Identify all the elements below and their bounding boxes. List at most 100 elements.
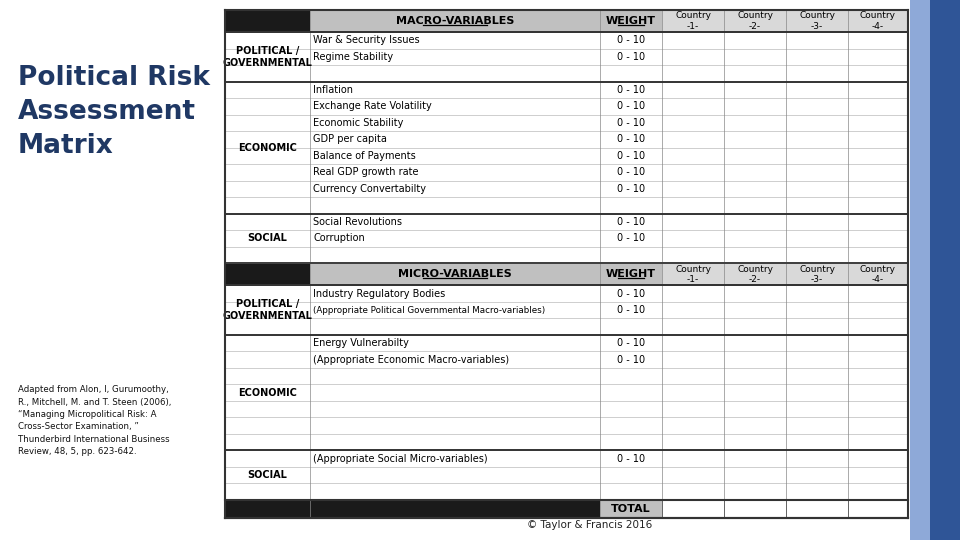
Text: Economic Stability: Economic Stability [313, 118, 403, 128]
Text: Country
-4-: Country -4- [860, 11, 896, 31]
Text: Balance of Payments: Balance of Payments [313, 151, 416, 161]
Text: (Appropriate Social Micro-variables): (Appropriate Social Micro-variables) [313, 454, 488, 464]
Bar [225, 467, 908, 483]
Bar [225, 302, 908, 318]
Text: Country
-1-: Country -1- [675, 11, 711, 31]
Text: 0 - 10: 0 - 10 [617, 52, 645, 62]
Text: TOTAL: TOTAL [612, 504, 651, 514]
Bar [225, 401, 908, 417]
Bar [225, 164, 908, 181]
Text: Country
-1-: Country -1- [675, 265, 711, 284]
Bar [225, 264, 310, 285]
Text: WEIGHT: WEIGHT [606, 269, 656, 279]
Bar [225, 384, 908, 401]
Bar [600, 264, 662, 285]
Text: 0 - 10: 0 - 10 [617, 217, 645, 227]
Text: MICRO-VARIABLES: MICRO-VARIABLES [398, 269, 512, 279]
Bar [724, 264, 786, 285]
Text: 0 - 10: 0 - 10 [617, 305, 645, 315]
Text: 0 - 10: 0 - 10 [617, 102, 645, 111]
Text: 0 - 10: 0 - 10 [617, 151, 645, 161]
Bar [225, 147, 908, 164]
Bar [225, 10, 310, 32]
Text: Political Risk
Assessment
Matrix: Political Risk Assessment Matrix [18, 65, 210, 159]
Text: 0 - 10: 0 - 10 [617, 355, 645, 365]
Text: Social Revolutions: Social Revolutions [313, 217, 402, 227]
Text: 0 - 10: 0 - 10 [617, 167, 645, 178]
Bar [310, 264, 600, 285]
Bar [848, 10, 908, 32]
Text: 0 - 10: 0 - 10 [617, 454, 645, 464]
Bar [225, 483, 908, 500]
Text: MACRO-VARIABLES: MACRO-VARIABLES [396, 16, 515, 26]
Bar [225, 500, 908, 518]
Bar [724, 10, 786, 32]
Bar [225, 197, 908, 214]
Text: Country
-3-: Country -3- [799, 11, 835, 31]
Text: Regime Stability: Regime Stability [313, 52, 394, 62]
Text: 0 - 10: 0 - 10 [617, 85, 645, 95]
Text: SOCIAL: SOCIAL [248, 233, 287, 244]
Text: Country
-4-: Country -4- [860, 265, 896, 284]
Text: Corruption: Corruption [313, 233, 365, 244]
Text: WEIGHT: WEIGHT [606, 16, 656, 26]
Text: 0 - 10: 0 - 10 [617, 233, 645, 244]
Bar [225, 417, 908, 434]
Text: Adapted from Alon, I, Gurumoothy,
R., Mitchell, M. and T. Steen (2006),
“Managin: Adapted from Alon, I, Gurumoothy, R., Mi… [18, 385, 172, 456]
Text: Industry Regulatory Bodies: Industry Regulatory Bodies [313, 288, 445, 299]
Text: 0 - 10: 0 - 10 [617, 118, 645, 128]
Bar [910, 0, 930, 540]
Bar [310, 10, 600, 32]
Bar [225, 335, 908, 352]
Bar [225, 49, 908, 65]
Bar [225, 131, 908, 147]
Bar [786, 264, 848, 285]
Text: © Taylor & Francis 2016: © Taylor & Francis 2016 [527, 520, 653, 530]
Bar [225, 82, 908, 98]
Bar [225, 352, 908, 368]
Bar [662, 501, 724, 517]
Text: Country
-3-: Country -3- [799, 265, 835, 284]
Text: 0 - 10: 0 - 10 [617, 35, 645, 45]
Bar [849, 501, 907, 517]
Bar [225, 32, 908, 49]
Bar [725, 501, 785, 517]
Text: Country
-2-: Country -2- [737, 265, 773, 284]
Text: Currency Convertabilty: Currency Convertabilty [313, 184, 426, 194]
Bar [225, 98, 908, 114]
Bar [225, 214, 908, 230]
Text: POLITICAL /
GOVERNMENTAL: POLITICAL / GOVERNMENTAL [223, 299, 312, 321]
Bar [662, 10, 724, 32]
Bar [600, 500, 662, 518]
Text: (Appropriate Economic Macro-variables): (Appropriate Economic Macro-variables) [313, 355, 509, 365]
Text: 0 - 10: 0 - 10 [617, 288, 645, 299]
Text: 0 - 10: 0 - 10 [617, 134, 645, 144]
Bar [930, 0, 960, 540]
Text: Country
-2-: Country -2- [737, 11, 773, 31]
Text: 0 - 10: 0 - 10 [617, 338, 645, 348]
Bar [225, 114, 908, 131]
Text: 0 - 10: 0 - 10 [617, 184, 645, 194]
Bar [662, 264, 724, 285]
Text: ECONOMIC: ECONOMIC [238, 143, 297, 153]
Text: Exchange Rate Volatility: Exchange Rate Volatility [313, 102, 432, 111]
Text: Inflation: Inflation [313, 85, 353, 95]
Bar [225, 285, 908, 302]
Bar [600, 10, 662, 32]
Text: Energy Vulnerabilty: Energy Vulnerabilty [313, 338, 409, 348]
Bar [225, 318, 908, 335]
Text: GDP per capita: GDP per capita [313, 134, 387, 144]
Bar [786, 10, 848, 32]
Bar [225, 247, 908, 264]
Text: SOCIAL: SOCIAL [248, 470, 287, 480]
Bar [848, 264, 908, 285]
Bar [225, 368, 908, 384]
Text: War & Security Issues: War & Security Issues [313, 35, 420, 45]
Text: (Appropriate Political Governmental Macro-variables): (Appropriate Political Governmental Macr… [313, 306, 545, 314]
Text: Real GDP growth rate: Real GDP growth rate [313, 167, 419, 178]
Text: ECONOMIC: ECONOMIC [238, 388, 297, 397]
Bar [786, 501, 848, 517]
Bar [225, 434, 908, 450]
Text: POLITICAL /
GOVERNMENTAL: POLITICAL / GOVERNMENTAL [223, 45, 312, 68]
Bar [225, 65, 908, 82]
